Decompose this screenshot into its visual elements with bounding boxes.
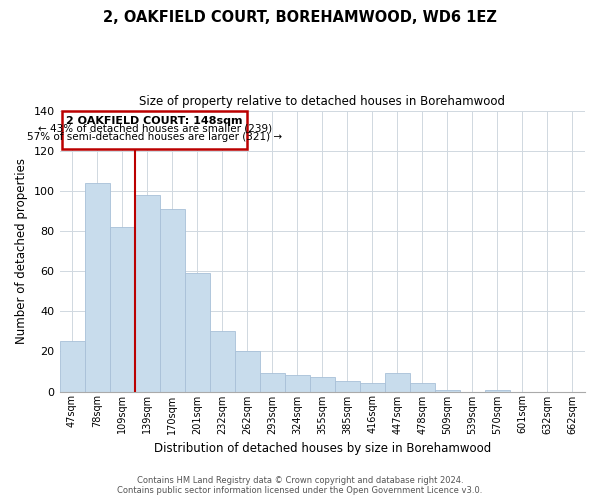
Bar — [209, 332, 235, 392]
Bar — [85, 183, 110, 392]
Bar — [235, 352, 260, 392]
Bar — [110, 227, 134, 392]
Bar — [285, 376, 310, 392]
Text: 57% of semi-detached houses are larger (321) →: 57% of semi-detached houses are larger (… — [27, 132, 282, 141]
Bar — [62, 110, 247, 148]
Bar — [335, 382, 360, 392]
Bar — [260, 374, 285, 392]
Bar — [310, 378, 335, 392]
X-axis label: Distribution of detached houses by size in Borehamwood: Distribution of detached houses by size … — [154, 442, 491, 455]
Text: 2, OAKFIELD COURT, BOREHAMWOOD, WD6 1EZ: 2, OAKFIELD COURT, BOREHAMWOOD, WD6 1EZ — [103, 10, 497, 25]
Bar — [59, 342, 85, 392]
Bar — [485, 390, 510, 392]
Text: 2 OAKFIELD COURT: 148sqm: 2 OAKFIELD COURT: 148sqm — [67, 116, 243, 126]
Bar — [385, 374, 410, 392]
Bar — [185, 273, 209, 392]
Text: Contains public sector information licensed under the Open Government Licence v3: Contains public sector information licen… — [118, 486, 482, 495]
Text: ← 43% of detached houses are smaller (239): ← 43% of detached houses are smaller (23… — [38, 124, 272, 134]
Bar — [160, 209, 185, 392]
Text: Contains HM Land Registry data © Crown copyright and database right 2024.: Contains HM Land Registry data © Crown c… — [137, 476, 463, 485]
Title: Size of property relative to detached houses in Borehamwood: Size of property relative to detached ho… — [139, 95, 505, 108]
Bar — [134, 195, 160, 392]
Bar — [435, 390, 460, 392]
Bar — [410, 384, 435, 392]
Bar — [360, 384, 385, 392]
Y-axis label: Number of detached properties: Number of detached properties — [15, 158, 28, 344]
